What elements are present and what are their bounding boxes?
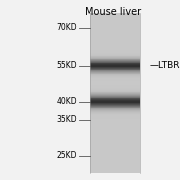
Bar — [90, 110, 140, 111]
Bar — [90, 55, 140, 56]
Bar — [90, 76, 140, 77]
Bar — [90, 93, 140, 94]
Bar — [90, 113, 140, 114]
Bar — [90, 75, 140, 76]
Bar — [90, 80, 140, 81]
Bar — [90, 66, 140, 67]
Bar — [90, 87, 140, 88]
Bar — [90, 115, 140, 116]
Bar — [90, 117, 140, 118]
Bar — [90, 86, 140, 87]
Bar — [90, 69, 140, 70]
Bar — [90, 62, 140, 63]
Bar — [90, 112, 140, 113]
Bar — [90, 97, 140, 98]
Bar — [90, 51, 140, 52]
Bar — [90, 53, 140, 54]
Bar — [90, 104, 140, 105]
Bar — [90, 78, 140, 79]
Bar — [90, 111, 140, 112]
Bar — [90, 72, 140, 73]
Bar — [90, 60, 140, 61]
Bar — [90, 74, 140, 75]
Bar — [90, 50, 140, 51]
Bar — [90, 106, 140, 107]
Bar — [90, 105, 140, 106]
Bar — [90, 92, 140, 93]
Bar — [90, 63, 140, 64]
Bar — [90, 89, 140, 90]
Text: 55KD: 55KD — [57, 61, 77, 70]
Bar — [90, 71, 140, 72]
Bar — [90, 64, 140, 65]
Bar — [90, 79, 140, 80]
Bar — [90, 113, 140, 114]
Bar — [90, 77, 140, 78]
Bar — [90, 62, 140, 63]
Bar — [90, 100, 140, 101]
Bar — [90, 56, 140, 57]
Bar — [90, 58, 140, 59]
Bar — [90, 116, 140, 117]
Bar — [90, 73, 140, 74]
Bar — [90, 108, 140, 109]
Bar — [90, 92, 140, 93]
Bar — [90, 86, 140, 87]
Bar — [90, 58, 140, 59]
Bar — [90, 99, 140, 100]
Bar — [90, 91, 140, 92]
Bar — [90, 90, 140, 91]
Bar — [90, 67, 140, 68]
Bar — [90, 61, 140, 62]
Bar — [90, 81, 140, 82]
Text: 40KD: 40KD — [57, 97, 77, 106]
Bar — [90, 107, 140, 108]
Bar — [90, 103, 140, 104]
Bar — [90, 114, 140, 115]
Text: 25KD: 25KD — [57, 151, 77, 160]
Bar — [90, 13, 140, 173]
Bar — [90, 70, 140, 71]
Bar — [90, 118, 140, 119]
Bar — [90, 52, 140, 53]
Bar — [90, 96, 140, 97]
Bar — [90, 97, 140, 98]
Bar — [90, 109, 140, 110]
Bar — [90, 66, 140, 67]
Bar — [90, 95, 140, 96]
Text: —LTBR: —LTBR — [149, 61, 180, 70]
Bar — [90, 108, 140, 109]
Text: 70KD: 70KD — [57, 23, 77, 32]
Bar — [90, 68, 140, 69]
Text: 35KD: 35KD — [57, 115, 77, 124]
Text: Mouse liver: Mouse liver — [85, 7, 141, 17]
Bar — [90, 94, 140, 95]
Bar — [90, 57, 140, 58]
Bar — [90, 98, 140, 99]
Bar — [90, 102, 140, 103]
Bar — [90, 77, 140, 78]
Bar — [90, 101, 140, 102]
Bar — [90, 54, 140, 55]
Bar — [90, 65, 140, 66]
Bar — [90, 102, 140, 103]
Bar — [90, 88, 140, 89]
Bar — [90, 59, 140, 60]
Bar — [90, 85, 140, 86]
